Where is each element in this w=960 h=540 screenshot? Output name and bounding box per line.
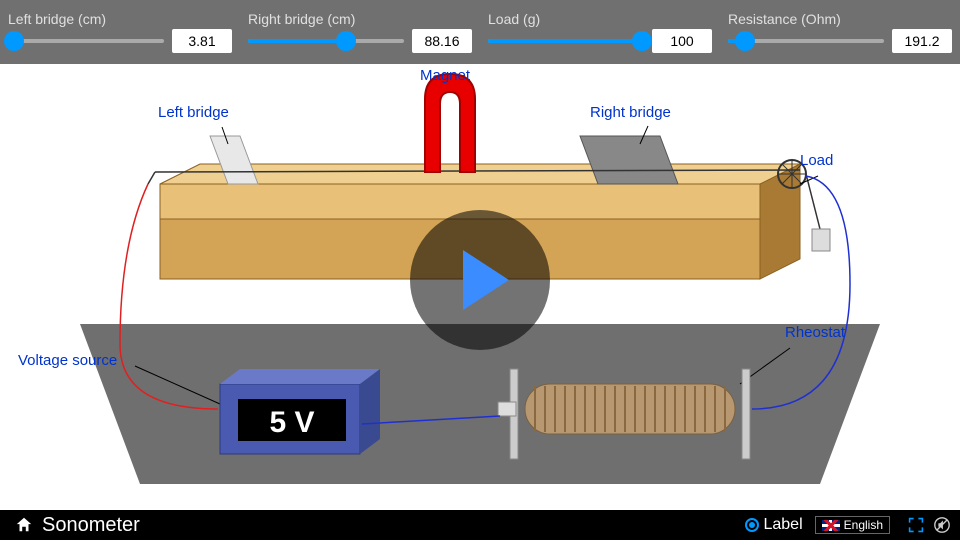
language-selector[interactable]: English — [815, 516, 890, 534]
magnet-label: Magnet — [420, 67, 470, 84]
slider-label: Right bridge (cm) — [248, 11, 472, 27]
rheostat-label: Rheostat — [785, 324, 845, 341]
label-toggle-text: Label — [763, 516, 802, 534]
sound-off-icon[interactable] — [932, 515, 952, 535]
resistance-control: Resistance (Ohm) — [728, 11, 952, 53]
slider-thumb[interactable] — [632, 31, 652, 51]
slider-row — [248, 29, 472, 53]
load-value[interactable] — [652, 29, 712, 53]
right-bridge-value[interactable] — [412, 29, 472, 53]
play-button[interactable] — [410, 210, 550, 350]
slider-label: Resistance (Ohm) — [728, 11, 952, 27]
slider-thumb[interactable] — [735, 31, 755, 51]
slider-row — [8, 29, 232, 53]
radio-icon — [745, 518, 759, 532]
controls-panel: Left bridge (cm) Right bridge (cm) Load … — [0, 0, 960, 64]
right-bridge-control: Right bridge (cm) — [248, 11, 472, 53]
left-bridge-slider[interactable] — [8, 39, 164, 43]
right-bridge-slider[interactable] — [248, 39, 404, 43]
bottom-bar: Sonometer Label English — [0, 510, 960, 540]
flag-icon — [822, 520, 840, 531]
simulation-stage: 5 V Magnet Left bridge Right bridge Load… — [0, 64, 960, 510]
slider-row — [488, 29, 712, 53]
right-bridge-label: Right bridge — [590, 104, 671, 121]
fullscreen-icon[interactable] — [906, 515, 926, 535]
app-title: Sonometer — [42, 514, 140, 537]
slider-label: Load (g) — [488, 11, 712, 27]
voltage-source-label: Voltage source — [18, 352, 117, 369]
load-control: Load (g) — [488, 11, 712, 53]
svg-text:5 V: 5 V — [269, 406, 314, 439]
resistance-slider[interactable] — [728, 39, 884, 43]
slider-fill — [248, 39, 346, 43]
slider-fill — [488, 39, 642, 43]
slider-label: Left bridge (cm) — [8, 11, 232, 27]
slider-thumb[interactable] — [336, 31, 356, 51]
resistance-value[interactable] — [892, 29, 952, 53]
load-slider[interactable] — [488, 39, 644, 43]
home-icon[interactable] — [14, 515, 34, 535]
play-icon — [463, 250, 509, 310]
label-toggle[interactable]: Label — [745, 516, 802, 534]
language-text: English — [844, 518, 883, 532]
slider-thumb[interactable] — [4, 31, 24, 51]
left-bridge-value[interactable] — [172, 29, 232, 53]
left-bridge-control: Left bridge (cm) — [8, 11, 232, 53]
load-label: Load — [800, 152, 833, 169]
left-bridge-label: Left bridge — [158, 104, 229, 121]
slider-row — [728, 29, 952, 53]
